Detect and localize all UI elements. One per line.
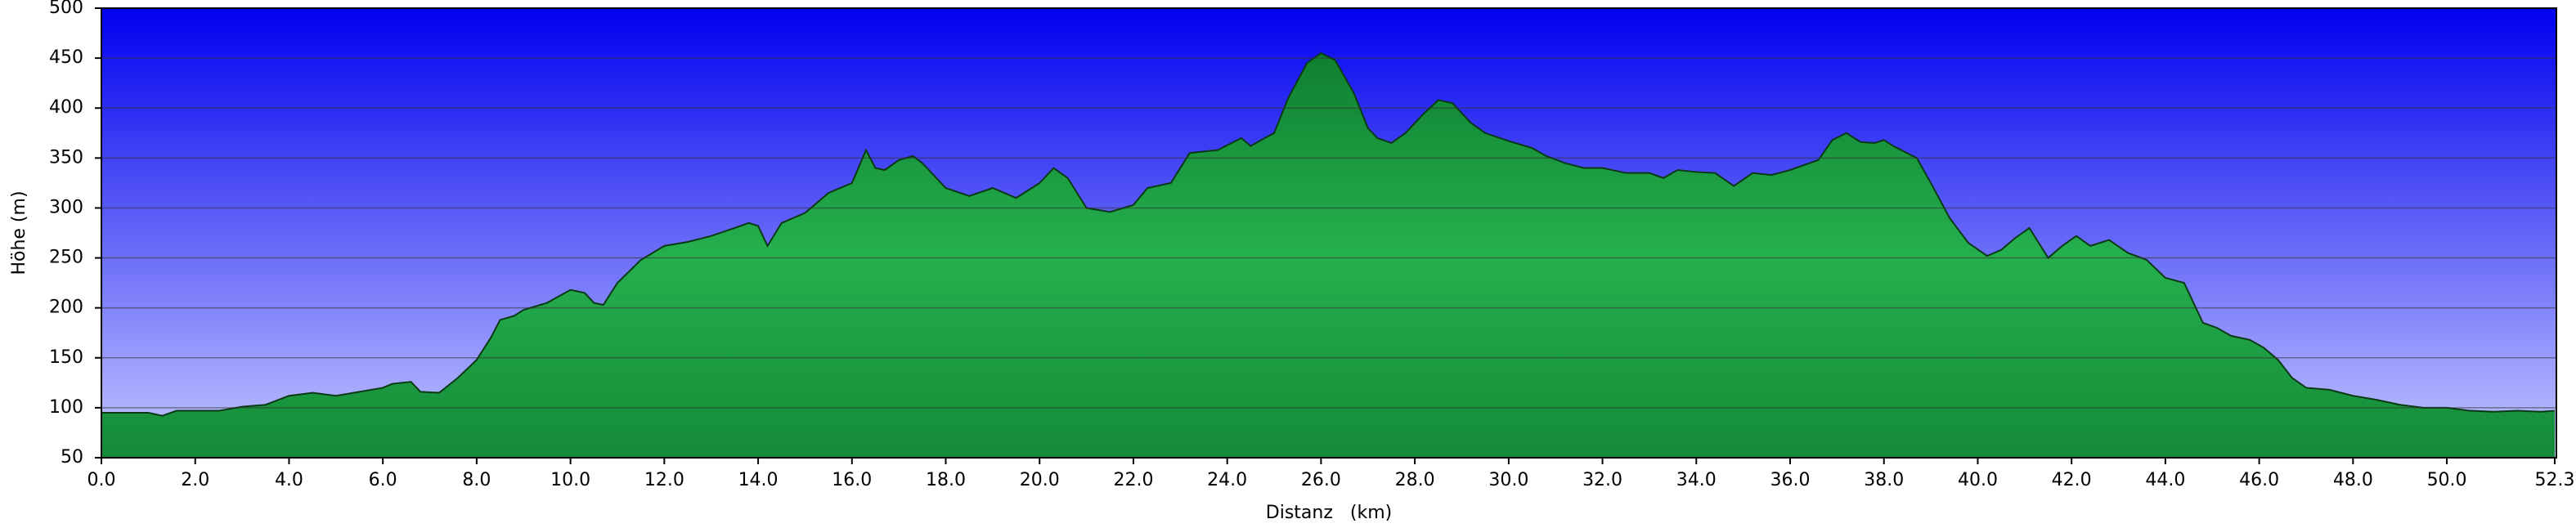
x-tick-label: 26.0: [1301, 470, 1341, 490]
x-tick-label: 4.0: [275, 470, 303, 490]
y-tick-label: 100: [49, 397, 83, 418]
x-tick-label: 10.0: [550, 470, 590, 490]
x-tick-label: 2.0: [181, 470, 209, 490]
x-tick-label: 38.0: [1864, 470, 1904, 490]
elevation-area: [101, 53, 2555, 458]
y-tick-label: 500: [49, 0, 83, 18]
y-tick-label: 50: [61, 447, 83, 468]
y-tick-label: 200: [49, 298, 83, 318]
x-tick-label: 42.0: [2052, 470, 2092, 490]
x-tick-label: 22.0: [1113, 470, 1153, 490]
x-tick-label: 18.0: [926, 470, 966, 490]
y-tick-label: 350: [49, 147, 83, 168]
x-tick-label: 34.0: [1676, 470, 1717, 490]
x-tick-label: 14.0: [738, 470, 779, 490]
x-tick-label: 46.0: [2239, 470, 2279, 490]
x-tick-label: 0.0: [88, 470, 116, 490]
y-tick-label: 150: [49, 347, 83, 368]
y-tick-label: 300: [49, 197, 83, 217]
x-tick-label: 32.0: [1582, 470, 1622, 490]
y-tick-label: 450: [49, 47, 83, 68]
x-tick-label: 48.0: [2333, 470, 2373, 490]
x-tick-label: 16.0: [832, 470, 872, 490]
x-tick-label: 20.0: [1020, 470, 1060, 490]
x-tick-label: 24.0: [1207, 470, 1247, 490]
x-tick-label: 12.0: [644, 470, 684, 490]
x-tick-label: 50.0: [2427, 470, 2467, 490]
x-axis-title: Distanz (km): [1266, 503, 1392, 523]
plot-frame: [101, 7, 2557, 459]
x-tick-label: 40.0: [1958, 470, 1998, 490]
x-tick-label: 6.0: [369, 470, 397, 490]
x-tick-label: 44.0: [2145, 470, 2185, 490]
x-tick-label: 36.0: [1770, 470, 1811, 490]
y-axis-title: Höhe (m): [9, 190, 29, 275]
y-tick-label: 250: [49, 248, 83, 268]
x-tick-label: 8.0: [462, 470, 491, 490]
elevation-line: [101, 51, 2556, 417]
x-tick-label: 30.0: [1488, 470, 1528, 490]
x-tick-label: 28.0: [1395, 470, 1435, 490]
y-tick-label: 400: [49, 97, 83, 118]
x-tick-label: 52.3: [2535, 470, 2575, 490]
